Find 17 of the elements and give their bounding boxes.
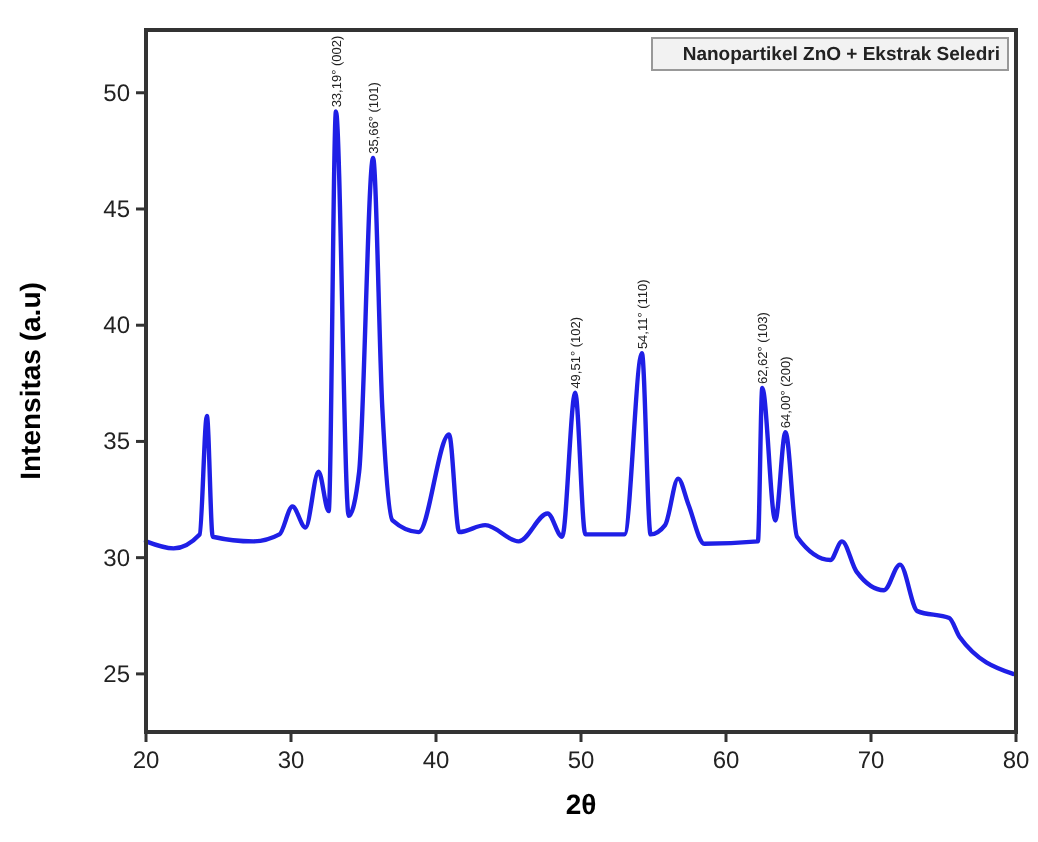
- x-tick-label: 80: [1002, 746, 1030, 774]
- x-tick-label: 20: [132, 746, 160, 774]
- y-axis-title: Intensitas (a.u): [14, 282, 46, 480]
- x-tick-label: 70: [857, 746, 885, 774]
- x-tick-label: 30: [277, 746, 305, 774]
- x-tick-label: 50: [567, 746, 595, 774]
- y-tick-label: 40: [103, 311, 131, 340]
- x-tick-label: 60: [712, 746, 740, 774]
- text: Nanopartikel ZnO + Ekstrak Seledri: [682, 44, 1000, 66]
- y-tick-label: 50: [103, 78, 131, 107]
- x-axis-title: 2θ: [565, 788, 597, 820]
- y-tick-label: 30: [103, 543, 131, 572]
- y-tick-label: 45: [103, 194, 131, 223]
- y-tick-label: 25: [103, 659, 131, 688]
- y-tick-label: 35: [103, 427, 131, 456]
- line-series: [143, 109, 1016, 677]
- x-tick-label: 40: [422, 746, 450, 774]
